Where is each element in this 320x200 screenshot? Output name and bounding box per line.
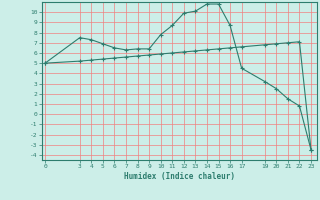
X-axis label: Humidex (Indice chaleur): Humidex (Indice chaleur) <box>124 172 235 181</box>
